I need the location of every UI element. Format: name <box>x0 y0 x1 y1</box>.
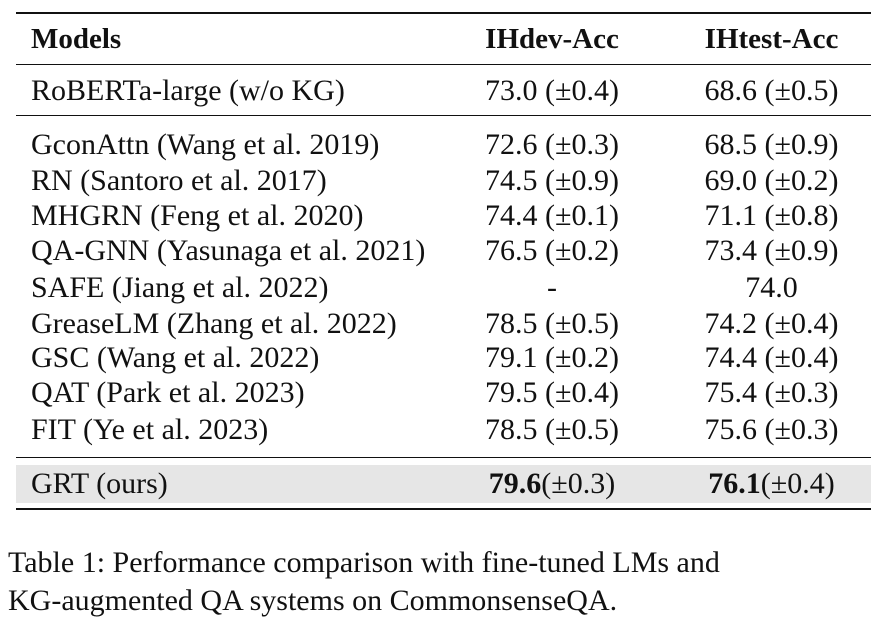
dev-cell: 72.6 (±0.3) <box>485 128 619 161</box>
dev-best-value: 79.6 <box>488 467 542 500</box>
test-best-value: 76.1 <box>708 467 761 500</box>
model-cell: RN (Santoro et al. 2017) <box>31 164 327 197</box>
caption-line-1: Table 1: Performance comparison with fin… <box>8 546 720 579</box>
dev-cell: 76.5 (±0.2) <box>485 234 619 267</box>
dev-std: (±0.3) <box>541 467 616 500</box>
model-cell: RoBERTa-large (w/o KG) <box>31 74 345 107</box>
dev-cell: 79.1 (±0.2) <box>485 341 619 374</box>
table-row-ours: GRT (ours) 79.6(±0.3) 76.1(±0.4) <box>16 466 871 502</box>
dev-cell: 79.5 (±0.4) <box>485 376 619 409</box>
test-cell: 76.1(±0.4) <box>673 466 870 502</box>
model-cell: QAT (Park et al. 2023) <box>31 376 305 409</box>
table-row: GconAttn (Wang et al. 2019) 72.6 (±0.3) … <box>16 127 871 163</box>
table-row: QAT (Park et al. 2023) 79.5 (±0.4) 75.4 … <box>16 375 871 411</box>
bottom-rule <box>16 508 871 510</box>
table-header: Models IHdev-Acc IHtest-Acc <box>16 21 871 57</box>
dev-cell: 73.0 (±0.4) <box>485 74 619 107</box>
test-cell: 75.6 (±0.3) <box>704 413 839 446</box>
table-row: FIT (Ye et al. 2023) 78.5 (±0.5) 75.6 (±… <box>16 412 871 448</box>
model-cell: SAFE (Jiang et al. 2022) <box>31 271 329 304</box>
test-cell: 69.0 (±0.2) <box>704 164 839 197</box>
group-rule <box>16 457 871 458</box>
dev-cell: 74.5 (±0.9) <box>485 164 619 197</box>
test-std: (±0.4) <box>760 467 835 500</box>
table-row: SAFE (Jiang et al. 2022) - 74.0 <box>16 270 871 306</box>
table-row: RN (Santoro et al. 2017) 74.5 (±0.9) 69.… <box>16 163 871 199</box>
top-rule <box>16 12 871 14</box>
test-cell: 68.5 (±0.9) <box>704 128 839 161</box>
table-row: RoBERTa-large (w/o KG) 73.0 (±0.4) 68.6 … <box>16 73 871 109</box>
header-models: Models <box>31 23 122 55</box>
table-row: MHGRN (Feng et al. 2020) 74.4 (±0.1) 71.… <box>16 198 871 234</box>
test-cell: 74.0 <box>745 271 798 304</box>
model-cell: MHGRN (Feng et al. 2020) <box>31 199 364 232</box>
table-row: QA-GNN (Yasunaga et al. 2021) 76.5 (±0.2… <box>16 233 871 269</box>
test-cell: 73.4 (±0.9) <box>704 234 839 267</box>
test-cell: 75.4 (±0.3) <box>704 376 839 409</box>
test-cell: 71.1 (±0.8) <box>704 199 839 232</box>
header-ihtest-acc: IHtest-Acc <box>704 23 839 55</box>
header-rule <box>16 64 871 65</box>
dev-cell: 79.6(±0.3) <box>446 466 658 502</box>
baseline-rule <box>16 115 871 116</box>
table-row: GSC (Wang et al. 2022) 79.1 (±0.2) 74.4 … <box>16 340 871 376</box>
model-cell: QA-GNN (Yasunaga et al. 2021) <box>31 234 426 267</box>
caption-line-2: KG-augmented QA systems on CommonsenseQA… <box>8 584 618 617</box>
header-ihdev-acc: IHdev-Acc <box>485 23 619 55</box>
dev-cell: 78.5 (±0.5) <box>485 307 619 340</box>
dev-cell: 78.5 (±0.5) <box>485 413 619 446</box>
dev-cell: - <box>547 271 557 304</box>
table-row: GreaseLM (Zhang et al. 2022) 78.5 (±0.5)… <box>16 306 871 342</box>
model-cell: GSC (Wang et al. 2022) <box>31 341 320 374</box>
model-cell: GconAttn (Wang et al. 2019) <box>31 128 380 161</box>
table-caption: Table 1: Performance comparison with fin… <box>8 544 874 620</box>
test-cell: 68.6 (±0.5) <box>704 74 839 107</box>
model-cell: FIT (Ye et al. 2023) <box>31 413 269 446</box>
model-cell: GreaseLM (Zhang et al. 2022) <box>31 307 397 340</box>
test-cell: 74.2 (±0.4) <box>704 307 839 340</box>
model-cell: GRT (ours) <box>31 467 168 500</box>
dev-cell: 74.4 (±0.1) <box>485 199 619 232</box>
highlight-row-bg <box>16 465 871 503</box>
test-cell: 74.4 (±0.4) <box>704 341 839 374</box>
